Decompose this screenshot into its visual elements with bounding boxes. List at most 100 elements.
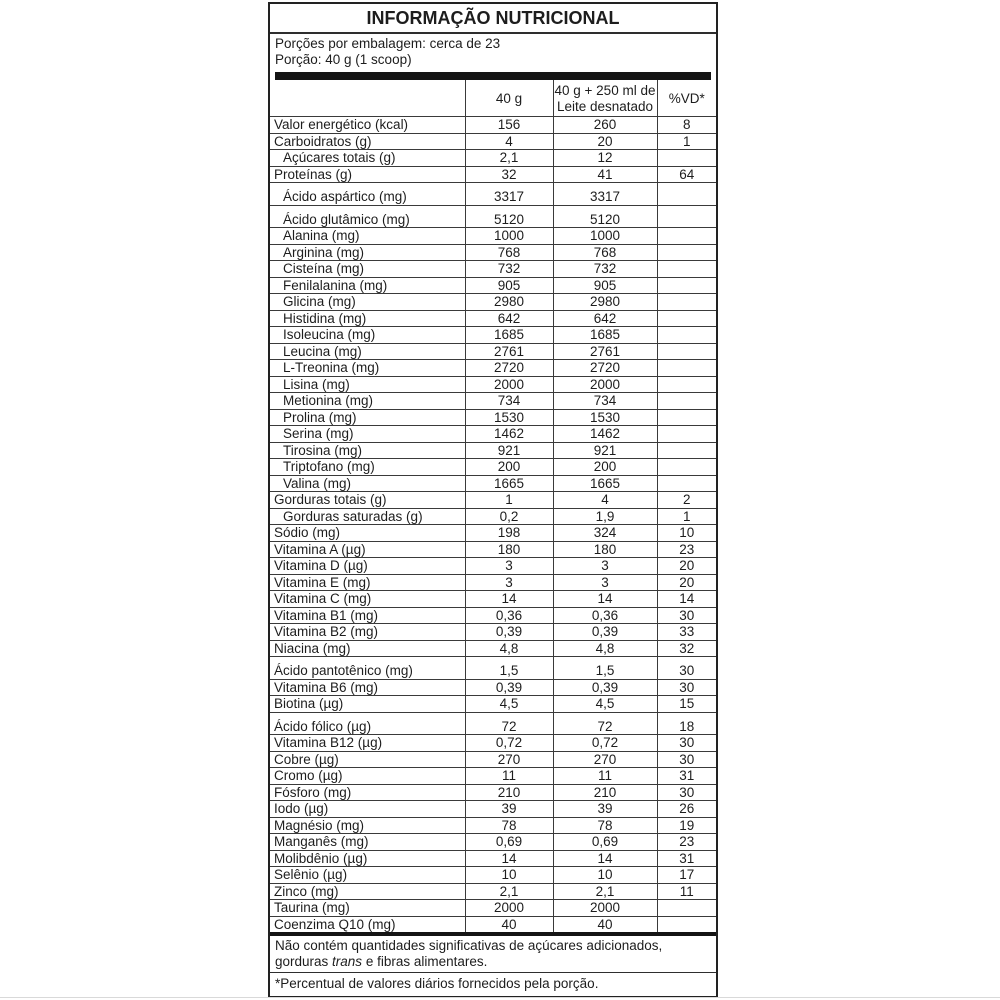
value-dv (656, 243, 716, 261)
value-milk: 3317 (552, 182, 657, 205)
table-row: Coenzima Q10 (mg) 40 40 (270, 915, 716, 932)
value-40g: 0,72 (464, 734, 553, 751)
value-milk: 2000 (552, 899, 657, 916)
value-dv (656, 182, 716, 205)
value-40g: 78 (464, 816, 553, 834)
value-dv (656, 204, 716, 228)
table-row: Vitamina B6 (mg) 0,39 0,39 30 (270, 678, 716, 696)
table-row: Vitamina B1 (mg) 0,36 0,36 30 (270, 606, 716, 624)
value-milk: 14 (552, 590, 657, 607)
nutrient-name: Iodo (µg) (270, 800, 465, 817)
nutrient-name: Magnésio (mg) (270, 816, 465, 834)
nutrient-name: Fenilalanina (mg) (270, 276, 465, 294)
value-dv (656, 474, 716, 492)
value-milk: 1462 (552, 425, 657, 442)
table-row: Glicina (mg) 2980 2980 (270, 293, 716, 310)
value-milk: 1,5 (552, 656, 657, 679)
value-40g: 768 (464, 243, 553, 261)
nutrient-name: Vitamina B12 (µg) (270, 734, 465, 751)
value-dv: 30 (656, 678, 716, 696)
value-40g: 32 (464, 165, 553, 183)
value-milk: 180 (552, 540, 657, 558)
servings-per-package: Porções por embalagem: cerca de 23 (275, 36, 501, 51)
table-row: Isoleucina (mg) 1685 1685 (270, 326, 716, 343)
value-dv (656, 309, 716, 327)
nutrient-name: Valor energético (kcal) (270, 116, 465, 133)
table-row: Ácido glutâmico (mg) 5120 5120 (270, 204, 716, 228)
table-row: Molibdênio (µg) 14 14 31 (270, 849, 716, 867)
value-dv (656, 149, 716, 166)
nutrient-name: Gorduras saturadas (g) (270, 507, 465, 525)
value-40g: 14 (464, 590, 553, 607)
value-milk: 2,1 (552, 882, 657, 900)
value-dv: 64 (656, 165, 716, 183)
table-row: Prolina (mg) 1530 1530 (270, 408, 716, 426)
table-row: Vitamina B12 (µg) 0,72 0,72 30 (270, 734, 716, 751)
value-40g: 0,39 (464, 623, 553, 640)
nutrient-name: Prolina (mg) (270, 408, 465, 426)
value-milk: 14 (552, 849, 657, 867)
value-40g: 3317 (464, 182, 553, 205)
table-row: Histidina (mg) 642 642 (270, 309, 716, 327)
table-row: Ácido fólico (µg) 72 72 18 (270, 711, 716, 735)
table-row: Vitamina D (µg) 3 3 20 (270, 557, 716, 574)
table-row: Leucina (mg) 2761 2761 (270, 342, 716, 360)
value-milk: 3 (552, 573, 657, 591)
table-body: Valor energético (kcal) 156 260 8 Carboi… (270, 116, 716, 932)
value-milk: 72 (552, 711, 657, 735)
table-row: Triptofano (mg) 200 200 (270, 458, 716, 475)
value-milk: 2000 (552, 375, 657, 393)
value-dv: 20 (656, 573, 716, 591)
value-dv: 18 (656, 711, 716, 735)
table-row: Cromo (µg) 11 11 31 (270, 767, 716, 784)
value-dv (656, 425, 716, 442)
value-dv: 10 (656, 524, 716, 541)
nutrient-name: Gorduras totais (g) (270, 491, 465, 508)
value-40g: 3 (464, 573, 553, 591)
value-milk: 1,9 (552, 507, 657, 525)
nutrient-name: Molibdênio (µg) (270, 849, 465, 867)
table-row: Fenilalanina (mg) 905 905 (270, 276, 716, 294)
nutrient-name: Alanina (mg) (270, 227, 465, 244)
value-milk: 2720 (552, 359, 657, 376)
value-dv (656, 375, 716, 393)
nutrition-table: 40 g 40 g + 250 ml de Leite desnatado %V… (270, 80, 716, 932)
value-dv (656, 326, 716, 343)
nutrient-name: Ácido pantotênico (mg) (270, 656, 465, 679)
value-milk: 11 (552, 767, 657, 784)
serving-size: Porção: 40 g (1 scoop) (275, 51, 412, 67)
nutrition-label: INFORMAÇÃO NUTRICIONAL Porções por embal… (268, 2, 718, 998)
value-milk: 0,39 (552, 623, 657, 640)
nutrient-name: Valina (mg) (270, 474, 465, 492)
table-row: Taurina (mg) 2000 2000 (270, 899, 716, 916)
table-row: Cobre (µg) 270 270 30 (270, 750, 716, 768)
value-dv: 14 (656, 590, 716, 607)
value-dv (656, 408, 716, 426)
value-milk: 260 (552, 116, 657, 133)
value-40g: 905 (464, 276, 553, 294)
value-milk: 1665 (552, 474, 657, 492)
value-40g: 2,1 (464, 149, 553, 166)
table-row: L-Treonina (mg) 2720 2720 (270, 359, 716, 376)
table-row: Arginina (mg) 768 768 (270, 243, 716, 261)
table-row: Metionina (mg) 734 734 (270, 392, 716, 409)
value-40g: 0,69 (464, 833, 553, 850)
value-40g: 2000 (464, 375, 553, 393)
value-milk: 41 (552, 165, 657, 183)
table-row: Biotina (µg) 4,5 4,5 15 (270, 695, 716, 712)
value-milk: 270 (552, 750, 657, 768)
value-milk: 4,8 (552, 639, 657, 657)
nutrient-name: Histidina (mg) (270, 309, 465, 327)
nutrient-name: Vitamina E (mg) (270, 573, 465, 591)
value-dv: 1 (656, 507, 716, 525)
column-header-vd: %VD* (656, 80, 716, 117)
value-dv: 19 (656, 816, 716, 834)
value-40g: 4 (464, 132, 553, 150)
table-row: Proteínas (g) 32 41 64 (270, 165, 716, 183)
table-row: Vitamina A (µg) 180 180 23 (270, 540, 716, 558)
table-row: Lisina (mg) 2000 2000 (270, 375, 716, 393)
value-dv: 8 (656, 116, 716, 133)
value-40g: 5120 (464, 204, 553, 228)
value-40g: 1000 (464, 227, 553, 244)
value-40g: 2980 (464, 293, 553, 310)
